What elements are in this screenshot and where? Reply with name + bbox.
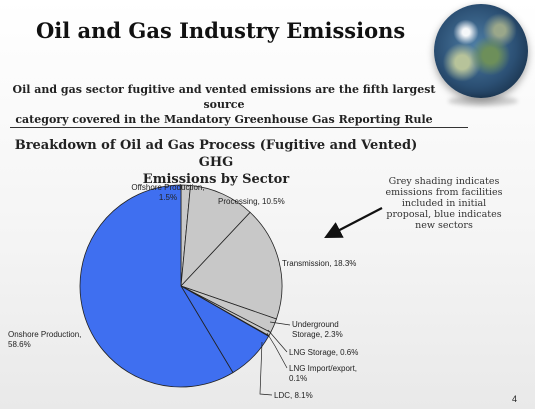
- slice-label-line: Storage, 2.3%: [292, 330, 343, 339]
- note-line: new sectors: [415, 220, 473, 231]
- slice-label-offshore-production: Offshore Production, 1.5%: [131, 183, 204, 202]
- slice-label-ldc: LDC, 8.1%: [274, 391, 313, 400]
- note-line: emissions from facilities: [385, 187, 503, 198]
- pie-slice-transmission: [180, 211, 283, 320]
- slice-label-line: Processing, 10.5%: [218, 197, 285, 206]
- slice-label-line: Onshore Production,: [8, 330, 81, 339]
- leader-line-ldc: [259, 341, 273, 396]
- chart-title-line: Breakdown of Oil ad Gas Process (Fugitiv…: [14, 138, 418, 170]
- shading-note: Grey shading indicates emissions from fa…: [380, 176, 508, 231]
- chart-title-line: Emissions by Sector: [142, 172, 290, 187]
- slice-label-line: 0.1%: [289, 374, 307, 383]
- pointer-arrow: [324, 207, 383, 239]
- globe-shadow: [448, 96, 518, 106]
- slice-label-line: LDC, 8.1%: [274, 391, 313, 400]
- note-line: included in initial: [401, 198, 487, 209]
- divider-line: [10, 127, 468, 128]
- slice-label-underground-storage: Underground Storage, 2.3%: [292, 320, 343, 339]
- slice-label-line: LNG Import/export,: [289, 364, 357, 373]
- subtitle-line: Oil and gas sector fugitive and vented e…: [12, 83, 436, 111]
- slice-label-line: Offshore Production,: [131, 183, 204, 192]
- globe-image: [434, 4, 528, 98]
- slice-label-line: 1.5%: [159, 193, 177, 202]
- chart-title: Breakdown of Oil ad Gas Process (Fugitiv…: [0, 137, 432, 188]
- page-number: 4: [512, 394, 518, 404]
- slice-label-line: LNG Storage, 0.6%: [289, 348, 358, 357]
- slide-title: Oil and Gas Industry Emissions: [36, 18, 406, 43]
- slice-label-lng-import-export: LNG Import/export, 0.1%: [289, 364, 357, 383]
- subtitle-line: category covered in the Mandatory Greenh…: [15, 113, 433, 126]
- note-line: proposal, blue indicates: [386, 209, 502, 220]
- leader-line-underground-storage: [269, 321, 291, 326]
- pie-slice-onshore-production: [79, 184, 234, 388]
- slice-label-lng-storage: LNG Storage, 0.6%: [289, 348, 358, 357]
- leader-line-lng-storage: [267, 329, 288, 353]
- slice-label-line: Underground: [292, 320, 339, 329]
- slice-label-line: 58.6%: [8, 340, 31, 349]
- note-line: Grey shading indicates: [388, 176, 500, 187]
- slide-subtitle: Oil and gas sector fugitive and vented e…: [10, 82, 438, 127]
- slice-label-processing: Processing, 10.5%: [218, 197, 285, 206]
- slice-label-line: Transmission, 18.3%: [282, 259, 356, 268]
- leader-line-lng-import-export: [266, 332, 288, 369]
- slice-label-transmission: Transmission, 18.3%: [282, 259, 356, 268]
- slice-label-onshore-production: Onshore Production, 58.6%: [8, 330, 81, 349]
